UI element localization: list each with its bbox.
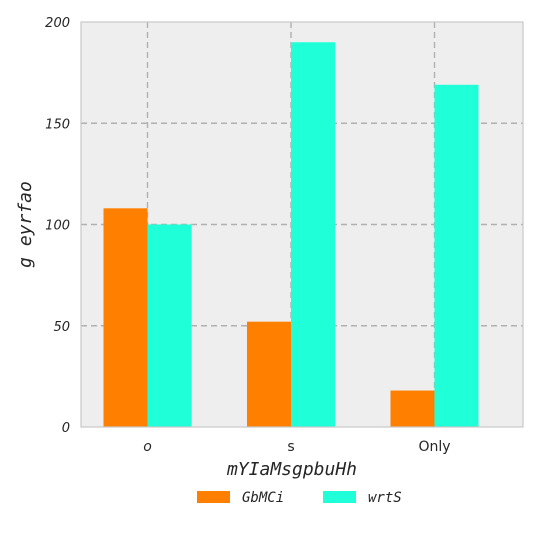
x-tick-label: s (287, 439, 294, 455)
legend-swatch-wrtS (323, 491, 356, 503)
bar-wrtS-s (291, 42, 335, 427)
y-axis-label: g eyrfao (15, 181, 36, 268)
bar-GbMCi-s (247, 321, 291, 427)
x-tick-labels: o s Only (143, 439, 450, 455)
legend-label-GbMCi: GbMCi (242, 490, 284, 506)
x-axis-label: mYIaMsgpbuHh (226, 459, 357, 480)
y-tick-label: 50 (53, 320, 70, 335)
y-tick-labels: 0 50 100 150 200 (45, 16, 70, 436)
y-tick-label: 150 (45, 117, 70, 132)
bar-wrtS-Only (434, 84, 479, 428)
x-tick-label: Only (418, 439, 450, 455)
y-tick-label: 200 (45, 16, 70, 31)
legend: GbMCi wrtS (197, 490, 402, 506)
legend-swatch-GbMCi (197, 491, 230, 503)
bar-GbMCi-o (103, 208, 148, 427)
plot-frame (80, 21, 524, 428)
bars (103, 42, 479, 428)
x-tick-label: o (143, 439, 152, 455)
bar-wrtS-o (147, 224, 192, 427)
bar-GbMCi-Only (390, 390, 435, 427)
y-tick-label: 100 (45, 219, 70, 234)
y-tick-label: 0 (62, 421, 70, 436)
legend-label-wrtS: wrtS (368, 490, 402, 506)
